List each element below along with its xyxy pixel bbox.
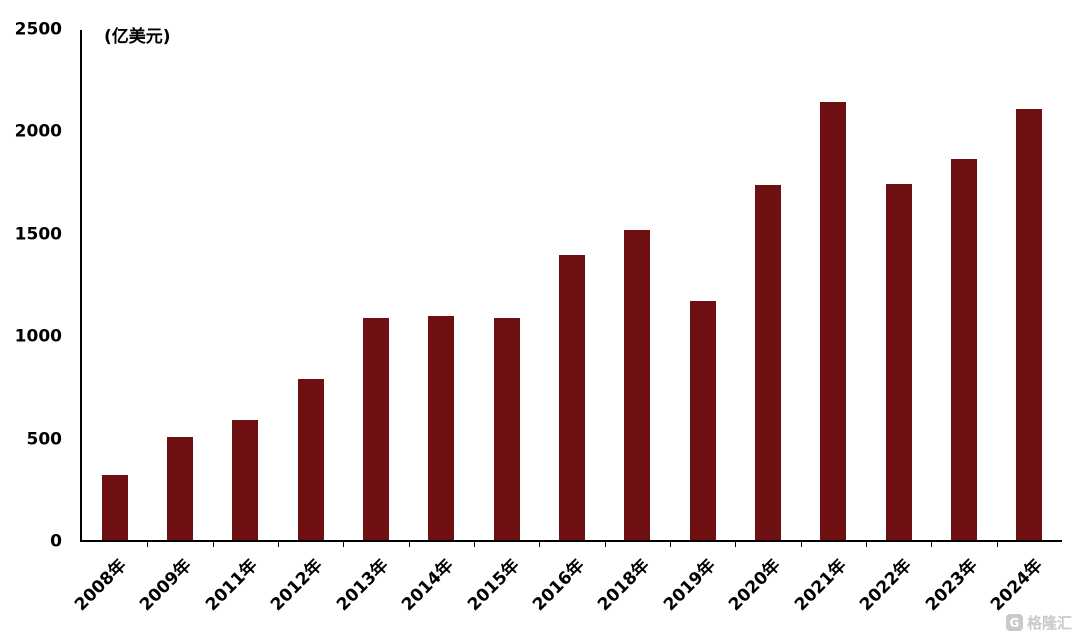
x-axis-tick [408,541,410,547]
bar-slot [147,30,212,540]
bar-2021年 [820,102,847,540]
bar-slot [866,30,931,540]
bar-slot [801,30,866,540]
y-axis: 0 500 1000 1500 2000 2500 [0,21,72,550]
bar-2020年 [754,185,781,540]
bar-2018年 [624,229,651,540]
watermark-logo-icon: G [1005,614,1023,631]
bar-slot [931,30,996,540]
bar-slot [735,30,800,540]
bar-2009年 [166,436,193,540]
bar-2015年 [493,317,520,540]
bar-2022年 [885,184,912,540]
bar-2012年 [297,378,324,540]
bar-2014年 [428,315,455,540]
x-axis-tick [931,541,933,547]
x-axis-tick [735,541,737,547]
x-axis-tick [604,541,606,547]
x-axis-tick [539,541,541,547]
x-axis-tick [866,541,867,547]
bar-slot [670,30,735,540]
bar-slot [213,30,278,540]
x-axis-tick [996,541,998,547]
x-axis-tick [147,541,149,547]
x-axis-tick [343,541,345,547]
bar-slot [997,30,1062,540]
x-axis-tick [212,541,214,547]
bar-slot [539,30,604,540]
bar-2023年 [950,158,977,540]
y-axis-tick-label: 1500 [14,224,62,245]
x-axis-tick [278,541,279,547]
watermark-text: 格隆汇 [1026,614,1072,632]
bar-2011年 [232,419,259,540]
bar-slot [82,30,147,540]
bar-2016年 [558,255,585,540]
bar-slot [409,30,474,540]
x-axis: 2008年 2009年 2011年 2012年 2013年 2014年 2015年 2016年… [71,542,1062,639]
bar-2019年 [689,301,716,540]
y-axis-tick-label: 1000 [14,326,62,347]
bar-slot [278,30,343,540]
y-axis-tick-label: 2500 [14,19,62,40]
gelonghui-watermark: G 格隆汇 [1005,612,1072,633]
bar-slot [605,30,670,540]
y-axis-tick-label: 500 [26,429,63,450]
bar-slot [474,30,539,540]
bar-2024年 [1016,108,1043,540]
y-axis-tick-label: 2000 [14,121,62,142]
x-axis-tick [800,541,802,547]
bar-2008年 [101,474,128,540]
y-axis-unit-label: (亿美元) [104,27,171,47]
x-axis-tick [474,541,475,547]
bar-2013年 [362,317,389,540]
bar-slot [343,30,408,540]
y-axis-tick-label: 0 [50,531,62,552]
plot-area: (亿美元) [80,27,1062,547]
x-axis-tick [670,541,671,547]
